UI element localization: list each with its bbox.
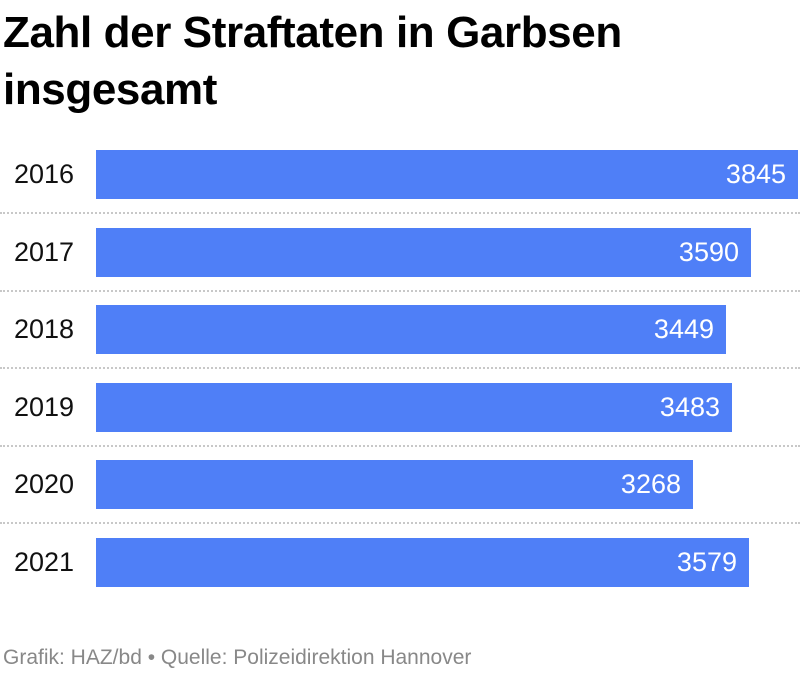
row-divider: [0, 522, 800, 524]
bar-row: 2021 3579: [0, 536, 800, 613]
bar-row: 2016 3845: [0, 148, 800, 225]
category-label: 2021: [14, 547, 75, 577]
bar-value-label: 3579: [676, 547, 737, 577]
category-label: 2019: [14, 392, 75, 422]
row-divider: [0, 367, 800, 369]
bar-value-label: 3268: [620, 469, 681, 499]
bar-chart-area: 2016 3845 2017 3590 2018 3449 2019 3483 2020 3268…: [0, 148, 800, 598]
bar-row: 2020 3268: [0, 458, 800, 535]
bar: 3845: [96, 150, 798, 199]
bar: 3268: [96, 460, 693, 509]
bar-row: 2019 3483: [0, 381, 800, 458]
bar: 3590: [96, 228, 751, 277]
row-divider: [0, 445, 800, 447]
bar-value-label: 3483: [659, 392, 720, 422]
category-label: 2016: [14, 159, 75, 189]
bar-value-label: 3590: [678, 237, 739, 267]
bar-value-label: 3845: [725, 159, 786, 189]
row-divider: [0, 212, 800, 214]
bar: 3579: [96, 538, 749, 587]
bar-row: 2018 3449: [0, 303, 800, 380]
category-label: 2020: [14, 469, 75, 499]
row-divider: [0, 290, 800, 292]
bar-row: 2017 3590: [0, 226, 800, 303]
source-note: Grafik: HAZ/bd • Quelle: Polizeidirektio…: [3, 646, 472, 669]
category-label: 2017: [14, 237, 75, 267]
bar: 3483: [96, 383, 732, 432]
chart-title: Zahl der Straftaten in Garbsen insgesamt: [3, 8, 622, 114]
bar: 3449: [96, 305, 726, 354]
bar-value-label: 3449: [653, 314, 714, 344]
category-label: 2018: [14, 314, 75, 344]
